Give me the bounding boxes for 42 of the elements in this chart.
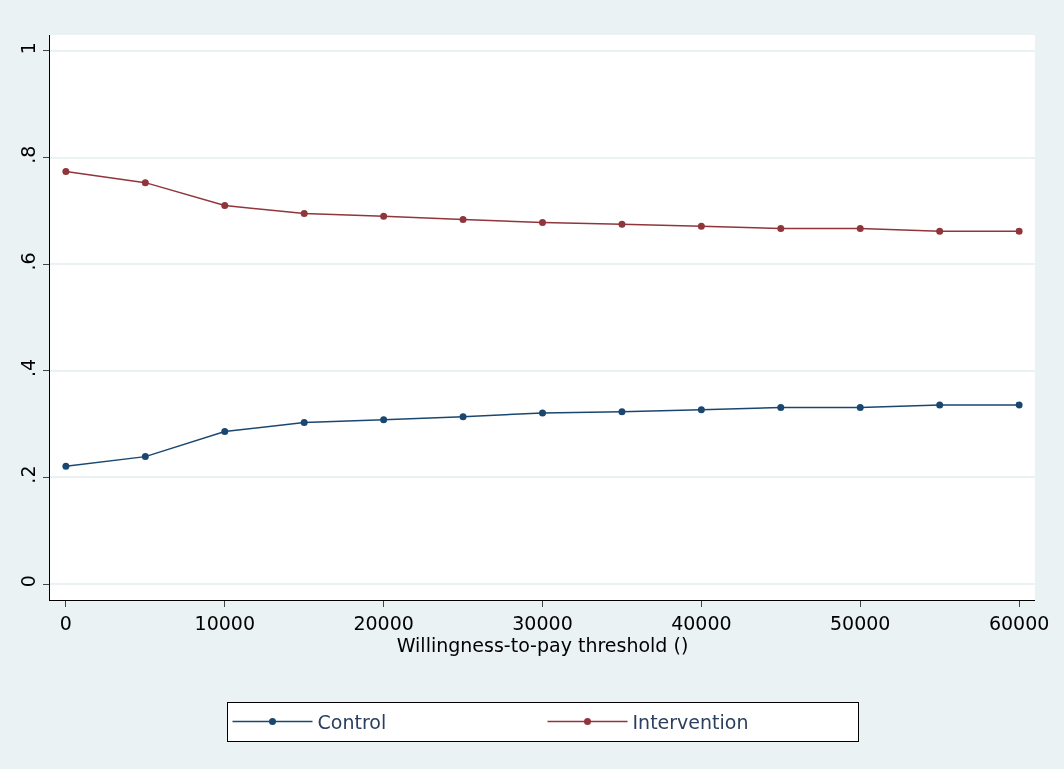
- point: [1015, 227, 1023, 235]
- y-tick-label: .8: [17, 145, 40, 164]
- point: [777, 404, 785, 412]
- point: [221, 428, 229, 436]
- point: [856, 224, 864, 232]
- x-tick-label: 20000: [353, 611, 414, 634]
- point: [697, 222, 705, 230]
- point: [936, 227, 944, 235]
- x-tick-label: 10000: [194, 611, 255, 634]
- point: [380, 212, 388, 220]
- x-tick-label: 30000: [512, 611, 573, 634]
- point: [618, 408, 626, 416]
- y-tick-label: .4: [17, 358, 40, 378]
- point: [221, 202, 229, 210]
- legend-label: Intervention: [632, 710, 749, 733]
- point: [936, 401, 944, 409]
- point: [459, 215, 467, 223]
- y-tick-label: 0: [17, 575, 40, 588]
- x-tick-label: 60000: [988, 611, 1050, 634]
- x-axis-title: Willingness-to-pay threshold (): [396, 633, 689, 656]
- point: [141, 179, 149, 187]
- y-tick-label: .6: [17, 252, 40, 271]
- point: [459, 413, 467, 421]
- x-tick-label: 50000: [830, 611, 891, 634]
- point: [62, 167, 70, 175]
- x-tick-label: 40000: [671, 611, 732, 634]
- point: [539, 219, 546, 227]
- point: [697, 406, 705, 414]
- point: [618, 220, 626, 228]
- point: [539, 409, 546, 417]
- point: [856, 404, 864, 412]
- point: [141, 453, 149, 461]
- point: [1015, 401, 1023, 409]
- point: [62, 462, 70, 470]
- point: [300, 419, 308, 426]
- legend-label: Control: [317, 710, 387, 733]
- point: [300, 210, 308, 218]
- x-tick-label: 0: [59, 611, 72, 634]
- y-tick-label: .2: [17, 465, 40, 484]
- point: [380, 416, 388, 424]
- y-tick-label: 1: [17, 42, 40, 55]
- point: [777, 224, 785, 232]
